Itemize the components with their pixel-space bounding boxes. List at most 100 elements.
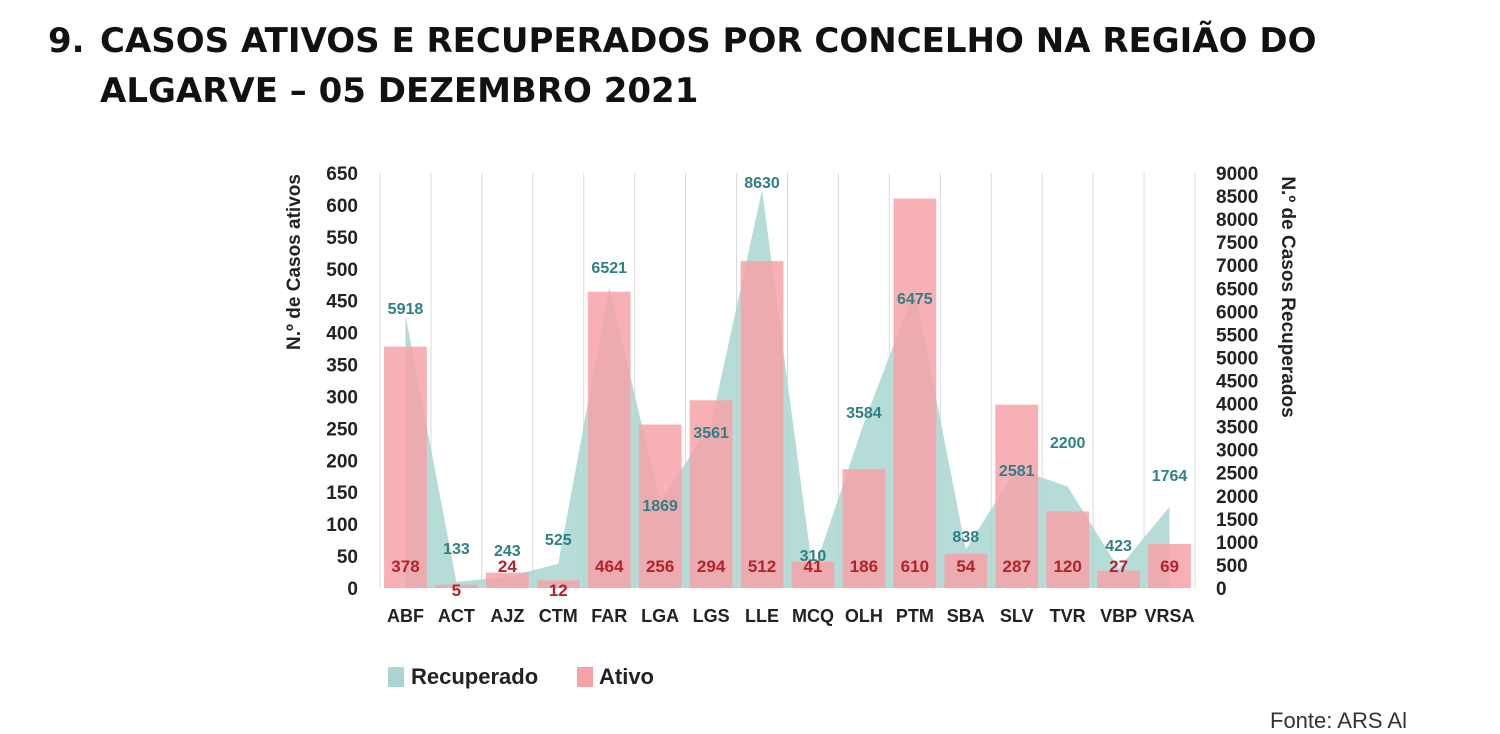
active-data-label: 464: [595, 557, 624, 576]
y-tick-label-right: 3500: [1216, 418, 1258, 439]
y-tick-label-right: 8000: [1216, 210, 1258, 231]
x-tick-label: LGA: [641, 606, 679, 626]
active-bar: [995, 404, 1039, 588]
recovered-data-label: 6521: [591, 260, 627, 277]
recovered-data-label: 1869: [642, 498, 678, 515]
y-tick-label-right: 9000: [1216, 164, 1258, 185]
active-bar: [587, 291, 631, 588]
active-data-label: 54: [956, 557, 975, 576]
y-tick-label-left: 550: [326, 228, 358, 249]
x-tick-label: FAR: [591, 606, 627, 626]
x-tick-label: CTM: [539, 606, 578, 626]
y-tick-label-right: 8500: [1216, 187, 1258, 208]
y-tick-label-left: 50: [337, 547, 358, 568]
recovered-data-label: 8630: [744, 175, 780, 192]
active-bar: [740, 261, 784, 588]
x-tick-label: LGS: [693, 606, 730, 626]
active-data-label: 287: [1003, 557, 1031, 576]
y-tick-label-right: 6000: [1216, 302, 1258, 323]
x-tick-label: MCQ: [792, 606, 834, 626]
y-tick-label-right: 5000: [1216, 348, 1258, 369]
recovered-data-label: 310: [800, 548, 827, 565]
active-bar: [944, 553, 988, 588]
active-bar: [485, 572, 529, 588]
active-data-label: 5: [452, 581, 461, 600]
heading-title: CASOS ATIVOS E RECUPERADOS POR CONCELHO …: [100, 21, 1317, 111]
recovered-data-label: 2581: [999, 463, 1035, 480]
active-data-label: 378: [391, 557, 419, 576]
active-data-label: 41: [804, 557, 823, 576]
y-tick-label-left: 150: [326, 483, 358, 504]
y-tick-label-left: 100: [326, 515, 358, 536]
active-bar: [893, 198, 937, 589]
active-bar: [1097, 570, 1140, 588]
y-tick-label-right: 500: [1216, 556, 1248, 577]
x-tick-label: TVR: [1050, 606, 1086, 626]
legend-swatch-recuperado: [388, 667, 404, 687]
recovered-data-label: 2200: [1050, 435, 1086, 452]
recovered-data-label: 5918: [388, 301, 424, 318]
active-bar: [1148, 543, 1191, 588]
y-tick-label-right: 0: [1216, 579, 1227, 600]
y-tick-label-right: 1000: [1216, 533, 1258, 554]
y-tick-label-left: 500: [326, 260, 358, 281]
recovered-data-label: 1764: [1152, 468, 1188, 485]
active-data-label: 610: [901, 557, 929, 576]
y-tick-label-right: 5500: [1216, 325, 1258, 346]
active-data-label: 12: [549, 581, 568, 600]
recovered-data-label: 838: [952, 529, 979, 546]
x-tick-label: VBP: [1100, 606, 1137, 626]
active-bar: [638, 424, 682, 588]
active-bar: [384, 346, 427, 588]
active-bar: [842, 469, 886, 588]
x-tick-label: ACT: [438, 606, 475, 626]
active-bar: [435, 584, 478, 588]
active-data-label: 186: [850, 557, 878, 576]
y-tick-label-left: 350: [326, 356, 358, 377]
y-tick-label-right: 4500: [1216, 372, 1258, 393]
x-tick-label: AJZ: [490, 606, 524, 626]
y-tick-label-left: 200: [326, 451, 358, 472]
x-tick-label: LLE: [745, 606, 779, 626]
active-data-label: 294: [697, 557, 726, 576]
x-tick-label: SLV: [1000, 606, 1034, 626]
y-tick-label-left: 600: [326, 196, 358, 217]
y-tick-label-left: 450: [326, 292, 358, 313]
recovered-data-label: 3561: [693, 425, 729, 442]
x-tick-label: OLH: [845, 606, 883, 626]
y-tick-label-right: 7000: [1216, 256, 1258, 277]
y-tick-label-left: 300: [326, 387, 358, 408]
recovered-data-label: 3584: [846, 405, 882, 422]
x-tick-label: VRSA: [1145, 606, 1195, 626]
recovered-data-label: 133: [443, 541, 470, 558]
recovered-data-label: 6475: [897, 291, 933, 308]
y-tick-label-left: 250: [326, 419, 358, 440]
y-axis-title-left: N.º de Casos ativos: [284, 174, 305, 350]
legend-swatch-ativo: [577, 667, 593, 687]
y-tick-label-left: 400: [326, 324, 358, 345]
y-tick-label-right: 1500: [1216, 510, 1258, 531]
legend-label-recuperado: Recuperado: [411, 664, 538, 689]
active-data-label: 69: [1160, 557, 1179, 576]
y-tick-label-right: 2500: [1216, 464, 1258, 485]
legend-label-ativo: Ativo: [599, 664, 654, 689]
active-bar: [791, 561, 835, 588]
y-tick-label-right: 4000: [1216, 395, 1258, 416]
active-data-label: 24: [498, 557, 517, 576]
recovered-data-label: 243: [494, 543, 521, 560]
active-bar: [1046, 511, 1090, 588]
active-data-label: 512: [748, 557, 776, 576]
y-tick-label-right: 2000: [1216, 487, 1258, 508]
y-tick-label-right: 3000: [1216, 441, 1258, 462]
source-note: Fonte: ARS Al: [1270, 708, 1407, 733]
x-tick-label: PTM: [896, 606, 934, 626]
active-data-label: 120: [1053, 557, 1081, 576]
recovered-data-label: 423: [1105, 538, 1132, 555]
y-tick-label-left: 650: [326, 164, 358, 185]
y-tick-label-left: 0: [347, 579, 358, 600]
active-bar: [689, 400, 733, 588]
heading-number: 9.: [48, 21, 85, 61]
x-tick-label: SBA: [947, 606, 985, 626]
y-tick-label-right: 6500: [1216, 279, 1258, 300]
